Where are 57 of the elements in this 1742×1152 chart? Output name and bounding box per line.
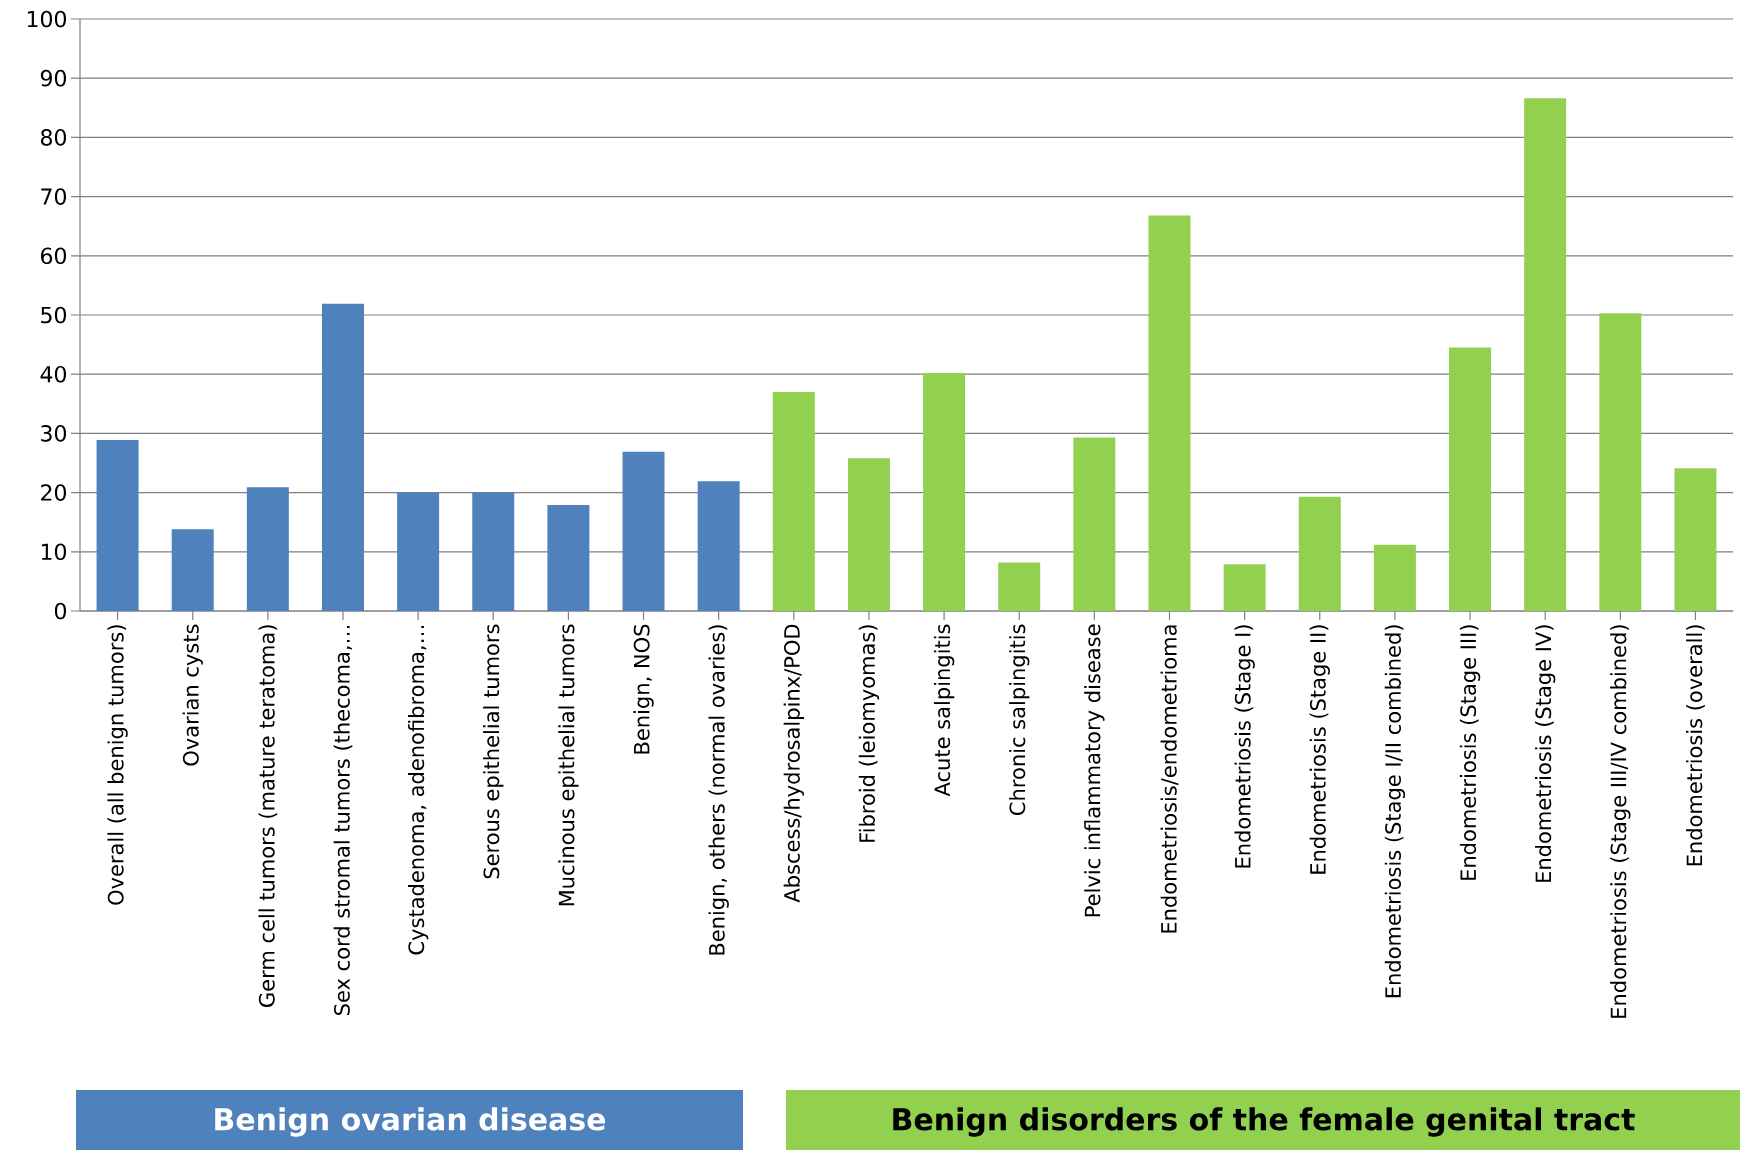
- bar: [622, 451, 665, 611]
- x-tick-label: Mucinous epithelial tumors: [558, 624, 579, 906]
- bar: [1298, 496, 1341, 611]
- x-tick-label: Germ cell tumors (mature teratoma): [258, 625, 278, 1007]
- x-tick-label: Acute salpingitis: [933, 624, 955, 797]
- x-tick-label: Cystadenoma, adenofibroma,…: [407, 625, 429, 955]
- bar: [1449, 347, 1492, 611]
- y-tick-label: 30: [41, 425, 67, 442]
- x-tick-label: Benign, others (normal ovaries): [708, 625, 729, 955]
- bar: [1524, 98, 1567, 611]
- bar: [171, 529, 214, 611]
- y-tick-label: 90: [40, 69, 67, 87]
- x-tick-label: Endometriosis (Stage I): [1234, 625, 1255, 868]
- bar: [1073, 437, 1116, 611]
- x-tick-label: Ovarian cysts: [182, 624, 203, 766]
- text: Benign disorders of the female genital tract: [893, 1107, 1635, 1137]
- text: Benign ovarian disease: [215, 1107, 606, 1137]
- y-tick-label: 80: [40, 129, 67, 146]
- bar: [697, 481, 740, 611]
- x-tick-label: Overall (all benign tumors): [107, 625, 128, 905]
- x-tick-label: Chronic salpingitis: [1009, 624, 1030, 815]
- y-tick-label: 0: [54, 602, 67, 620]
- bar: [998, 562, 1041, 611]
- x-tick-label: Serous epithelial tumors: [483, 624, 504, 879]
- x-tick-label: Pelvic inflammatory disease: [1084, 624, 1105, 917]
- y-tick-label: 70: [41, 188, 67, 205]
- bar: [772, 391, 815, 611]
- bar: [246, 487, 289, 611]
- y-tick-label: 10: [41, 543, 67, 561]
- x-tick-label: Abscess/hydrosalpinx/POD: [783, 624, 804, 903]
- x-tick-label: Endometriosis (Stage I/II combined): [1384, 625, 1406, 998]
- bar: [847, 458, 890, 611]
- x-tick-label: Benign, NOS: [633, 624, 654, 754]
- x-tick-label: Endometriosis (overall): [1686, 625, 1705, 866]
- x-tick-label: Endometriosis (Stage III): [1459, 625, 1481, 880]
- bar: [1223, 564, 1266, 611]
- y-tick-label: 40: [40, 365, 67, 383]
- y-tick-label: 50: [41, 306, 67, 324]
- bar: [923, 373, 966, 611]
- bar: [397, 492, 440, 611]
- x-tick-label: Fibroid (leiomyomas): [858, 625, 880, 842]
- bar: [321, 303, 364, 611]
- bar: [547, 505, 590, 611]
- y-tick-label: 20: [41, 484, 67, 501]
- x-tick-label: Sex cord stromal tumors (thecoma,…: [333, 625, 353, 1015]
- x-tick-label: Endometriosis (Stage III/IV combined): [1610, 625, 1631, 1018]
- bar: [96, 439, 139, 611]
- bar: [472, 492, 515, 611]
- x-tick-label: Endometriosis (Stage IV): [1535, 625, 1556, 882]
- bar: [1674, 468, 1717, 611]
- y-tick-label: 60: [41, 247, 67, 265]
- bar: [1599, 313, 1642, 611]
- x-tick-label: Endometriosis/endometrioma: [1160, 625, 1179, 933]
- x-tick-label: Endometriosis (Stage II): [1309, 625, 1330, 874]
- bar: [1373, 544, 1416, 611]
- y-tick-label: 100: [27, 10, 66, 28]
- bar: [1148, 215, 1191, 611]
